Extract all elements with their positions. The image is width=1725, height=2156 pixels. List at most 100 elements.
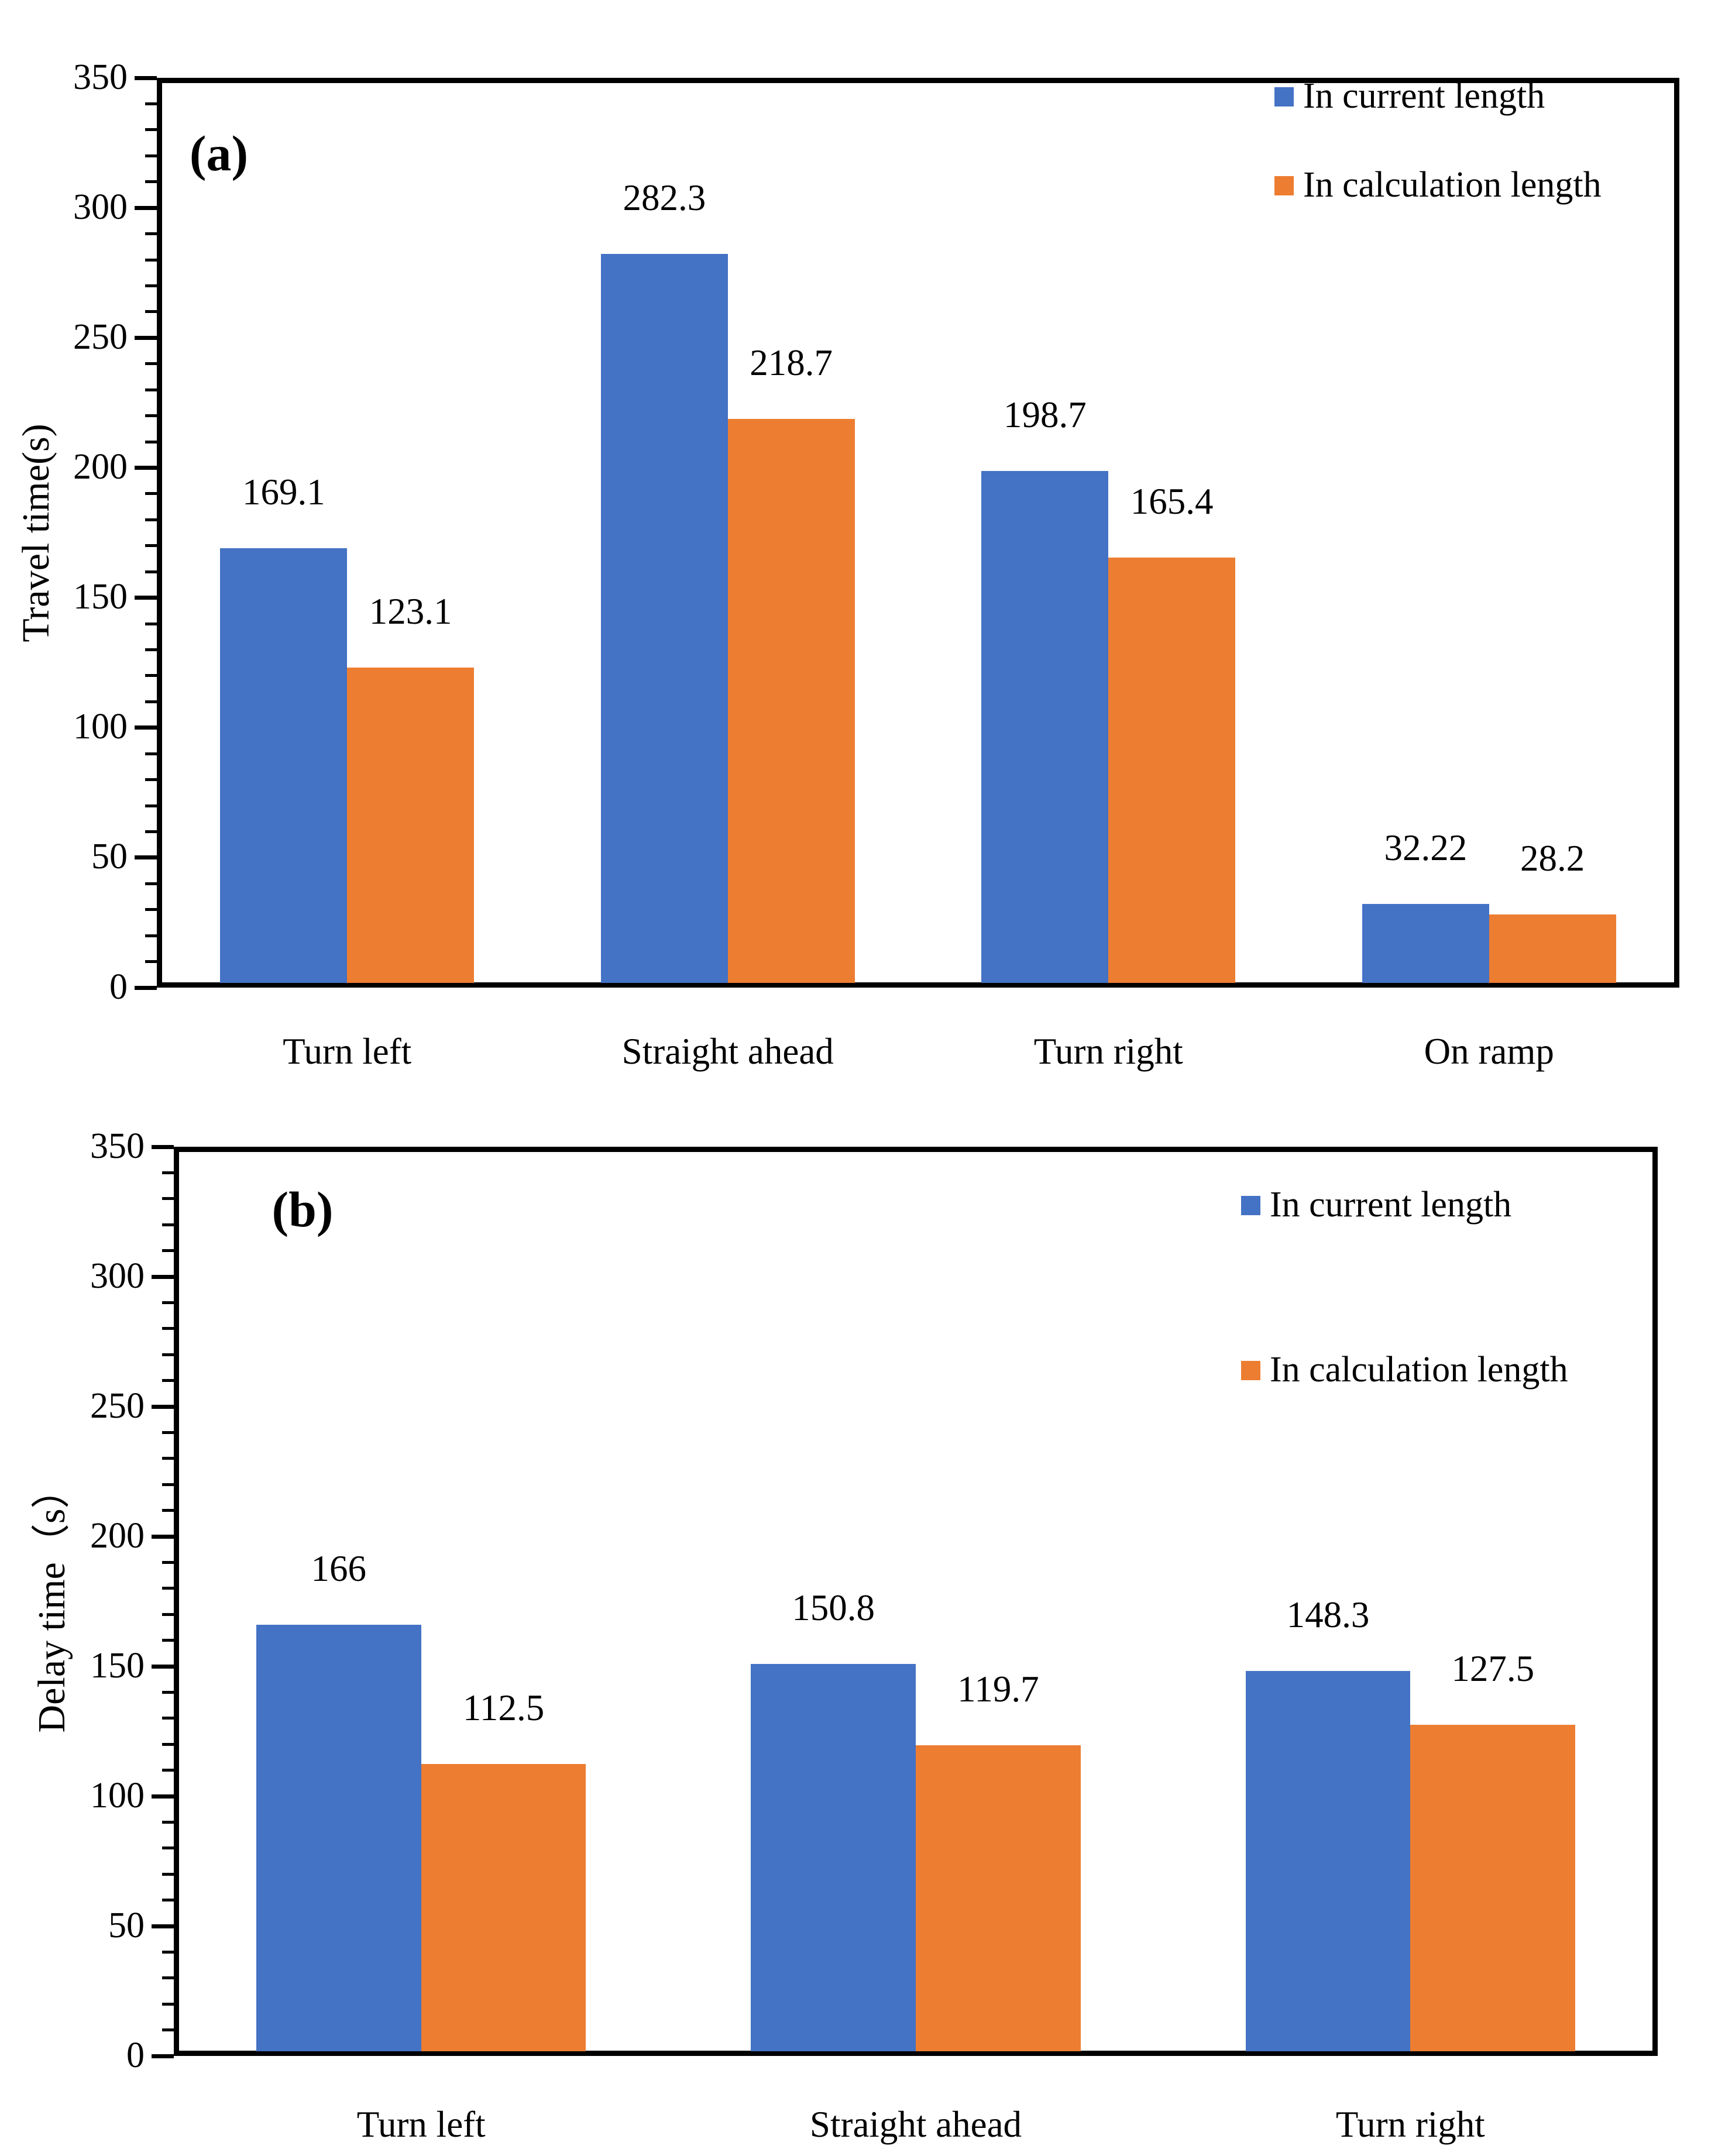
y-axis-minor-tick: [162, 1820, 174, 1824]
y-axis-minor-tick: [145, 102, 157, 105]
y-axis-minor-tick: [162, 1249, 174, 1253]
y-axis-major-tick: [152, 1404, 174, 1409]
y-axis-minor-tick: [145, 414, 157, 418]
y-axis-major-tick: [152, 1924, 174, 1928]
bar-data-label: 127.5: [1451, 1648, 1535, 1689]
y-axis-major-tick: [135, 596, 157, 600]
y-axis-minor-tick: [162, 1769, 174, 1772]
y-axis-minor-tick: [145, 544, 157, 548]
legend-swatch: [1274, 176, 1294, 195]
y-axis-minor-tick: [145, 804, 157, 807]
y-axis-minor-tick: [145, 830, 157, 833]
y-tick-label: 0: [109, 967, 128, 1007]
y-tick-label: 350: [73, 57, 128, 97]
bar-data-label: 119.7: [957, 1668, 1039, 1710]
y-axis-major-tick: [135, 465, 157, 470]
y-tick-label: 100: [73, 707, 128, 747]
bar-calculation: [421, 1763, 586, 2051]
y-axis-major-tick: [135, 205, 157, 210]
x-category-label: On ramp: [1424, 1031, 1554, 1072]
bar-current: [981, 471, 1109, 983]
y-axis-major-tick: [135, 985, 157, 990]
bar-calculation: [1108, 558, 1236, 983]
y-axis-major-tick: [152, 1274, 174, 1279]
bar-data-label: 169.1: [242, 471, 325, 513]
y-axis-major-tick: [152, 1144, 174, 1149]
y-axis-minor-tick: [162, 1899, 174, 1902]
legend-swatch: [1241, 1360, 1260, 1380]
plot-area: [157, 78, 1679, 988]
bar-data-label: 150.8: [792, 1587, 875, 1629]
y-axis-minor-tick: [145, 908, 157, 912]
bar-calculation: [347, 668, 475, 983]
bar-data-label: 28.2: [1520, 837, 1585, 879]
y-axis-minor-tick: [162, 2002, 174, 2006]
panel-label: (b): [272, 1181, 334, 1237]
y-axis-minor-tick: [162, 1612, 174, 1616]
bar-current: [1362, 903, 1489, 983]
bar-data-label: 198.7: [1003, 394, 1087, 436]
x-category-label: Turn right: [1033, 1031, 1183, 1072]
y-tick-label: 100: [90, 1775, 145, 1815]
bar-current: [1245, 1670, 1411, 2051]
y-axis-minor-tick: [162, 1431, 174, 1434]
y-axis-major-tick: [152, 1664, 174, 1669]
y-axis-major-tick: [135, 725, 157, 730]
y-axis-minor-tick: [145, 882, 157, 885]
y-tick-label: 50: [108, 1905, 145, 1945]
y-axis-minor-tick: [145, 960, 157, 964]
y-axis-minor-tick: [162, 1457, 174, 1460]
y-axis-minor-tick: [162, 1301, 174, 1304]
panel-label: (a): [189, 125, 249, 181]
y-axis-minor-tick: [162, 1327, 174, 1330]
y-axis-minor-tick: [162, 1587, 174, 1590]
y-axis-minor-tick: [145, 154, 157, 157]
y-axis-minor-tick: [162, 1509, 174, 1512]
legend-label: In calculation length: [1270, 1349, 1568, 1390]
y-axis-minor-tick: [145, 934, 157, 937]
y-axis-major-tick: [152, 1794, 174, 1799]
y-axis-minor-tick: [145, 310, 157, 314]
legend-label: In current length: [1303, 75, 1545, 116]
y-axis-minor-tick: [145, 440, 157, 443]
x-category-label: Straight ahead: [621, 1031, 834, 1072]
y-tick-label: 50: [91, 837, 128, 877]
y-axis-minor-tick: [145, 492, 157, 496]
y-axis-minor-tick: [162, 1690, 174, 1694]
legend-swatch: [1241, 1195, 1260, 1215]
bar-data-label: 166: [311, 1548, 367, 1589]
y-axis-major-tick: [135, 855, 157, 860]
legend-label: In calculation length: [1303, 164, 1602, 205]
y-axis-minor-tick: [162, 1950, 174, 1954]
y-axis-major-tick: [135, 335, 157, 340]
legend-swatch: [1274, 87, 1294, 106]
bar-calculation: [916, 1745, 1081, 2051]
bar-calculation: [727, 419, 855, 983]
bar-current: [751, 1664, 916, 2051]
y-axis-title: Travel time(s): [15, 423, 57, 642]
y-axis-minor-tick: [145, 180, 157, 184]
y-axis-major-tick: [152, 2054, 174, 2058]
y-axis-minor-tick: [162, 1639, 174, 1642]
y-axis-minor-tick: [162, 2028, 174, 2032]
x-category-label: Turn right: [1335, 2104, 1485, 2145]
x-category-label: Turn left: [283, 1031, 412, 1072]
y-axis-minor-tick: [162, 1223, 174, 1226]
y-axis-minor-tick: [162, 1171, 174, 1174]
y-axis-minor-tick: [145, 648, 157, 651]
y-tick-label: 200: [90, 1515, 145, 1556]
y-axis-minor-tick: [145, 128, 157, 132]
y-axis-minor-tick: [162, 1872, 174, 1876]
x-category-label: Turn left: [356, 2104, 486, 2145]
y-axis-minor-tick: [145, 388, 157, 391]
y-axis-minor-tick: [162, 1717, 174, 1720]
y-tick-label: 250: [90, 1385, 145, 1426]
y-tick-label: 300: [90, 1256, 145, 1296]
y-axis-minor-tick: [145, 778, 157, 782]
y-axis-minor-tick: [145, 700, 157, 703]
y-axis-minor-tick: [145, 518, 157, 521]
y-axis-minor-tick: [162, 1197, 174, 1201]
bar-data-label: 165.4: [1130, 481, 1214, 522]
y-tick-label: 350: [90, 1126, 145, 1166]
